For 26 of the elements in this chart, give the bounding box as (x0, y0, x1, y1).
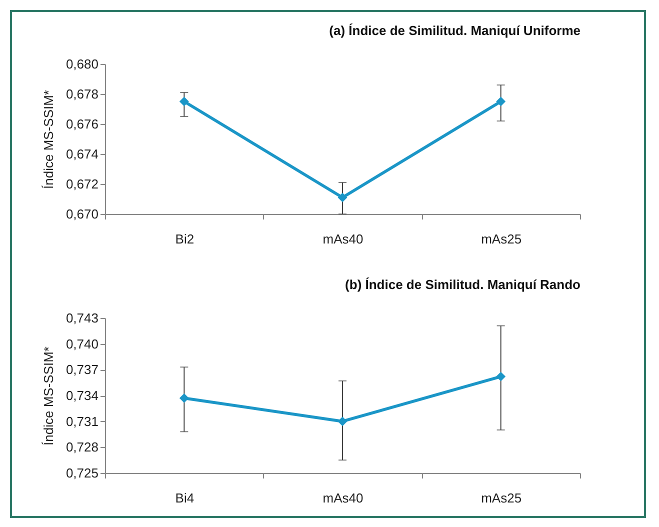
y-axis-title: Índice MS-SSIM* (40, 346, 56, 446)
point (338, 416, 348, 426)
y-tick-label: 0,674 (66, 146, 98, 162)
y-tick-label: 0,680 (66, 56, 98, 72)
x-tick-label: mAs40 (322, 490, 364, 506)
y-tick-label: 0,734 (66, 388, 98, 403)
chart-title: (b) Índice de Similitud. Maniquí Rando (345, 277, 581, 292)
y-tick-label: 0,670 (66, 206, 98, 222)
y-tick-label: 0,743 (66, 310, 98, 326)
y-tick-label: 0,731 (66, 414, 98, 429)
x-tick-label: mAs25 (481, 232, 522, 246)
point (496, 372, 506, 382)
y-tick-label: 0,728 (66, 440, 98, 455)
y-tick-label: 0,678 (66, 86, 98, 102)
x-tick-label: mAs40 (322, 232, 364, 246)
y-tick-label: 0,737 (66, 362, 98, 378)
y-tick-label: 0,672 (66, 176, 98, 192)
y-tick-label: 0,676 (66, 116, 98, 132)
point (179, 393, 189, 403)
y-tick-label: 0,725 (66, 466, 98, 480)
x-tick-label: Bi4 (175, 490, 194, 506)
y-tick-label: 0,740 (66, 336, 98, 352)
x-tick-label: Bi2 (175, 232, 194, 246)
y-axis-title: Índice MS-SSIM* (40, 90, 56, 189)
x-tick-label: mAs25 (481, 490, 522, 506)
chart-title: (a) Índice de Similitud. Maniquí Uniforme (329, 23, 580, 38)
